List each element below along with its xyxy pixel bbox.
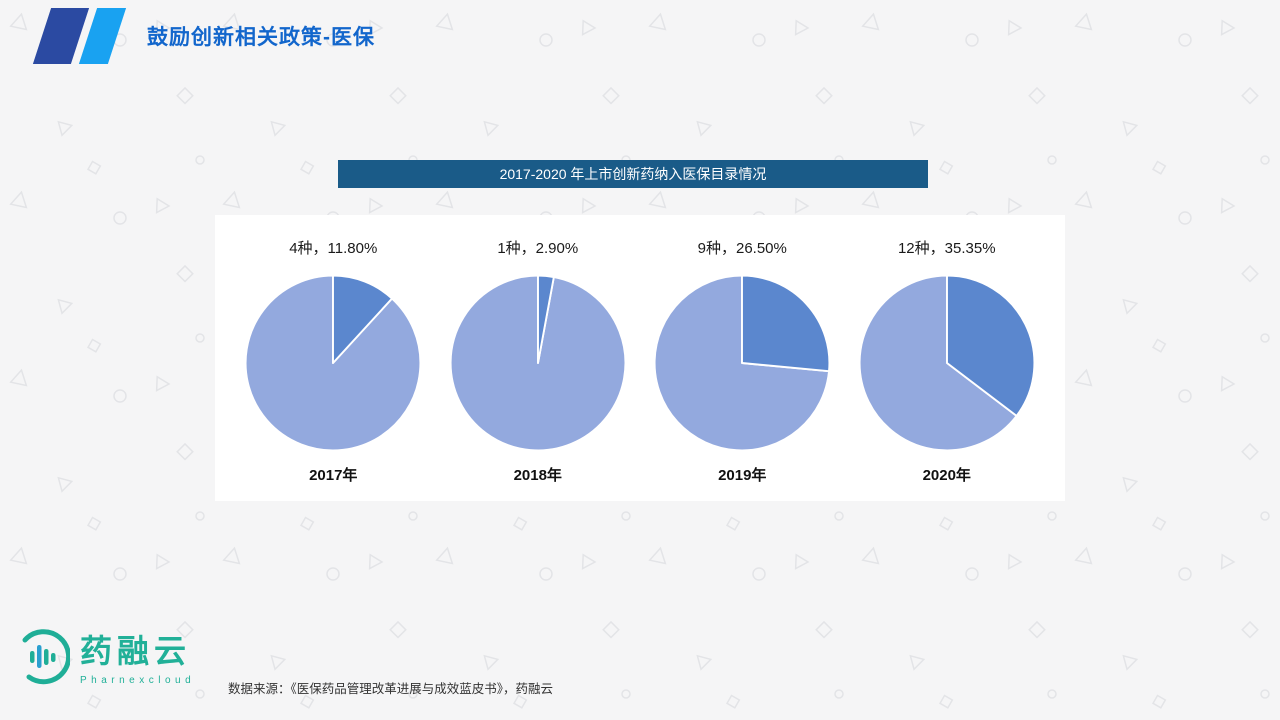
- pie-slice-included: [536, 274, 555, 364]
- pie-chart-2020: [852, 268, 1042, 458]
- pie-year-label: 2020年: [922, 467, 971, 484]
- logo-company-subtitle: Pharnexcloud: [80, 675, 196, 686]
- pie-data-label: 1种，2.90%: [497, 240, 579, 257]
- pie-chart-2018: [443, 268, 633, 458]
- pie-data-label: 12种，35.35%: [897, 240, 996, 257]
- pie-year-label: 2017年: [309, 467, 358, 484]
- logo-company-name: 药融云: [80, 633, 192, 669]
- pie-data-label: 4种，11.80%: [289, 240, 378, 257]
- logo-text: 药融云 Pharnexcloud: [80, 626, 195, 686]
- pie-svg: [653, 274, 831, 452]
- chart-panel: 4种，11.80% 2017年 1种，2.90% 2018年 9种，26.50%…: [215, 215, 1065, 501]
- pie-chart-2019: [647, 268, 837, 458]
- header: 鼓励创新相关政策-医保: [32, 8, 375, 64]
- chart-title-banner: 2017-2020 年上市创新药纳入医保目录情况: [338, 160, 928, 188]
- pie-slice-included: [741, 274, 831, 373]
- pie-chart-2017: [238, 268, 428, 458]
- pie-column-2017: 4种，11.80% 2017年: [231, 237, 436, 501]
- pie-column-2019: 9种，26.50% 2019年: [640, 237, 845, 501]
- pie-year-label: 2018年: [513, 467, 562, 484]
- pie-slice-included: [945, 274, 1036, 417]
- pie-slice-not-included: [858, 274, 1018, 452]
- pie-slice-included: [332, 274, 394, 364]
- pharnexcloud-logo-icon: [22, 629, 70, 685]
- pie-column-2018: 1种，2.90% 2018年: [436, 237, 641, 501]
- pie-svg: [244, 274, 422, 452]
- logo-marks: [32, 8, 127, 64]
- page-title: 鼓励创新相关政策-医保: [147, 26, 375, 49]
- pie-data-label: 9种，26.50%: [697, 240, 787, 257]
- pie-column-2020: 12种，35.35% 2020年: [845, 237, 1050, 501]
- data-source-note: 数据来源：《医保药品管理改革进展与成效蓝皮书》，药融云: [228, 682, 554, 696]
- pie-svg: [858, 274, 1036, 452]
- pie-svg: [449, 274, 627, 452]
- pie-year-label: 2019年: [718, 467, 767, 484]
- company-logo: 药融云 Pharnexcloud: [10, 626, 195, 686]
